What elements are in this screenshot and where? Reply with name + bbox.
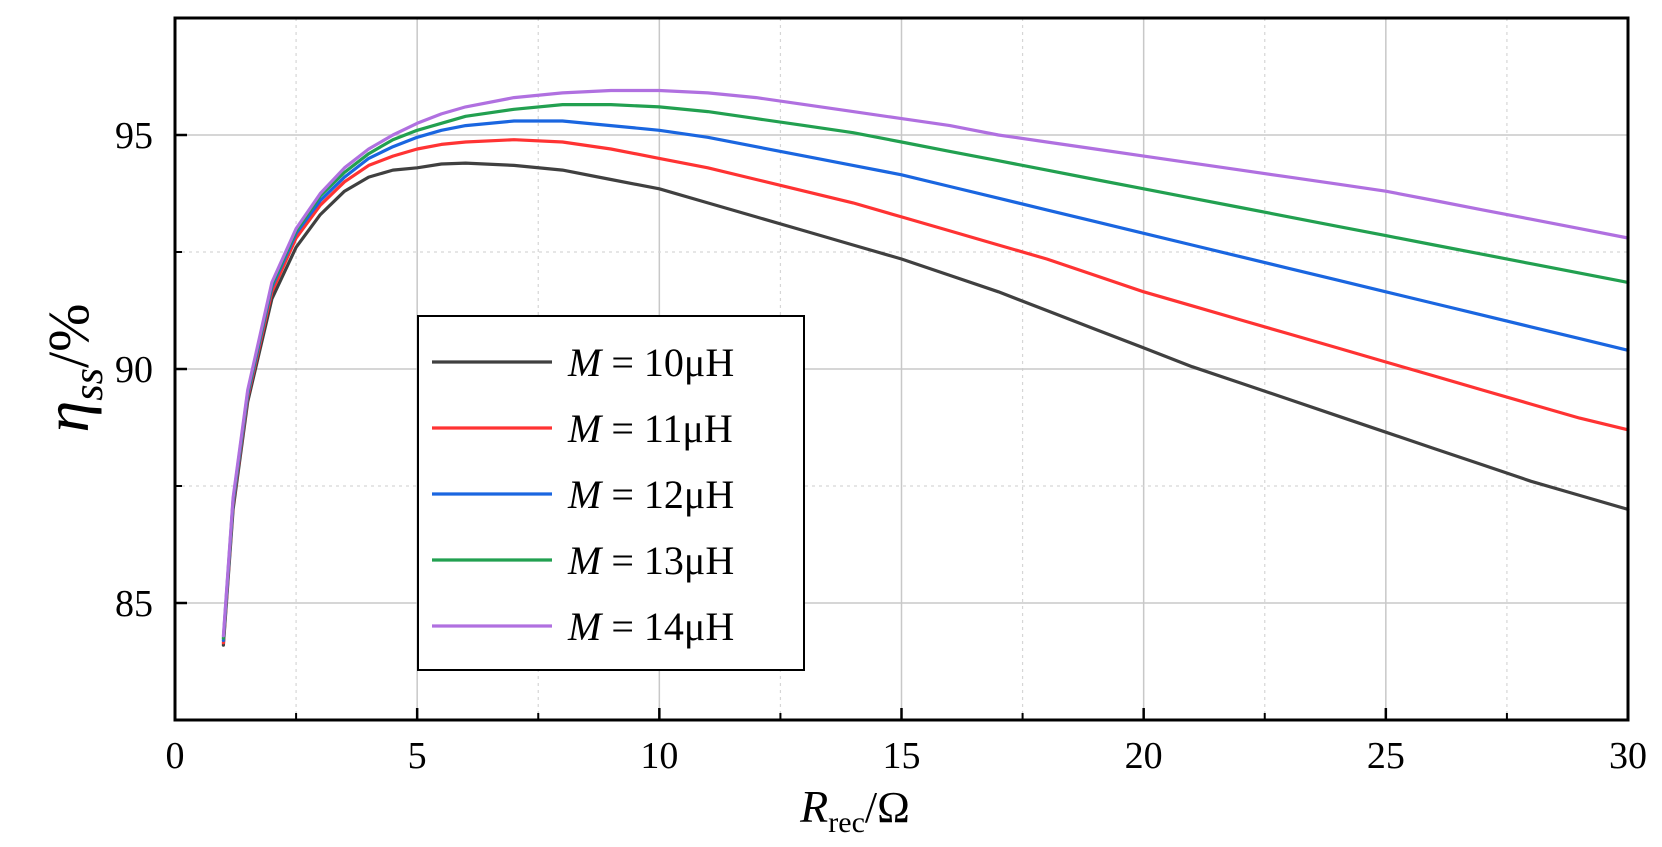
legend-label: M = 11μH [567,406,733,451]
x-tick-label: 15 [883,735,921,777]
legend-item: M = 14μH [432,604,734,649]
series-line-3 [221,119,1630,643]
legend-label: M = 13μH [567,538,734,583]
series-lines [221,88,1630,647]
x-tick-label: 5 [408,735,427,777]
x-tick-label: 30 [1609,735,1647,777]
legend-label: M = 12μH [567,472,734,517]
series-line-1 [221,161,1630,647]
axis-ticks: 0 5 10 15 20 25 30 85 90 95 [115,115,1647,777]
x-tick-label: 10 [640,735,678,777]
y-axis-title: ηss/% [31,304,112,433]
legend-item: M = 13μH [432,538,734,583]
x-tick-label: 25 [1367,735,1405,777]
legend-item: M = 10μH [432,340,734,385]
x-axis-title: Rrec/Ω [799,781,910,839]
y-tick-label: 85 [115,583,153,625]
legend: M = 10μH M = 11μH M = 12μH M = 13μH M = 14μH [417,315,805,671]
legend-item: M = 12μH [432,472,734,517]
series-line-2 [221,138,1630,645]
y-tick-label: 95 [115,115,153,157]
legend-label: M = 14μH [567,604,734,649]
x-tick-label: 0 [166,735,185,777]
x-tick-label: 20 [1125,735,1163,777]
legend-label: M = 10μH [567,340,734,385]
series-line-4 [221,102,1630,640]
series-line-5 [221,88,1630,638]
legend-item: M = 11μH [432,406,733,451]
y-tick-label: 90 [115,349,153,391]
